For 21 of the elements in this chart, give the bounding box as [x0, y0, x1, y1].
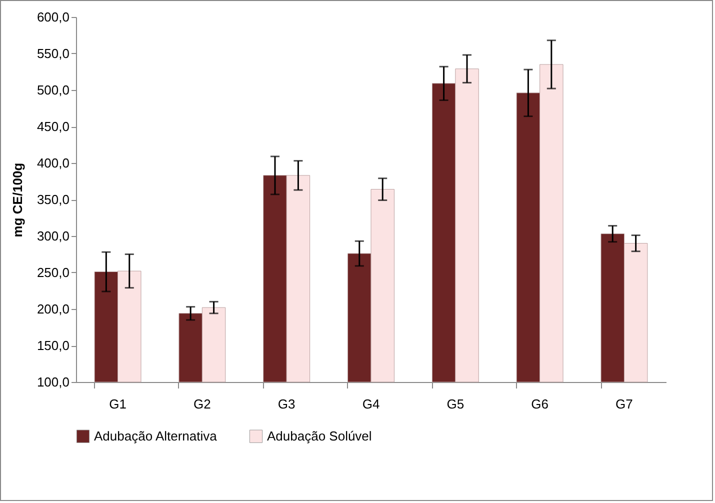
x-tick-label: G3 — [278, 396, 296, 412]
y-tick-label: 250,0 — [36, 265, 70, 280]
x-tick-label: G6 — [531, 396, 548, 412]
y-tick-label: 300,0 — [36, 228, 70, 244]
legend-label: Adubação Solúvel — [267, 428, 372, 444]
y-tick-label: 500,0 — [36, 82, 70, 98]
x-tick-label: G4 — [362, 396, 380, 412]
y-tick-label: 100,0 — [36, 374, 70, 390]
y-tick-label: 450,0 — [36, 119, 70, 134]
y-tick-label: 150,0 — [36, 338, 70, 353]
x-tick-label: G2 — [194, 396, 211, 412]
y-tick-label: 200,0 — [36, 302, 70, 316]
x-tick-label: G1 — [109, 396, 126, 412]
legend-label: Adubação Alternativa — [94, 428, 218, 444]
y-tick-label: 550,0 — [36, 46, 70, 61]
x-tick-label: G7 — [616, 396, 633, 412]
y-tick-label: 600,0 — [36, 10, 70, 24]
y-tick-label: 350,0 — [36, 192, 70, 207]
x-tick-label: G5 — [446, 396, 464, 412]
y-axis-title: mg CE/100g — [10, 162, 25, 238]
y-tick-label: 400,0 — [36, 156, 70, 170]
